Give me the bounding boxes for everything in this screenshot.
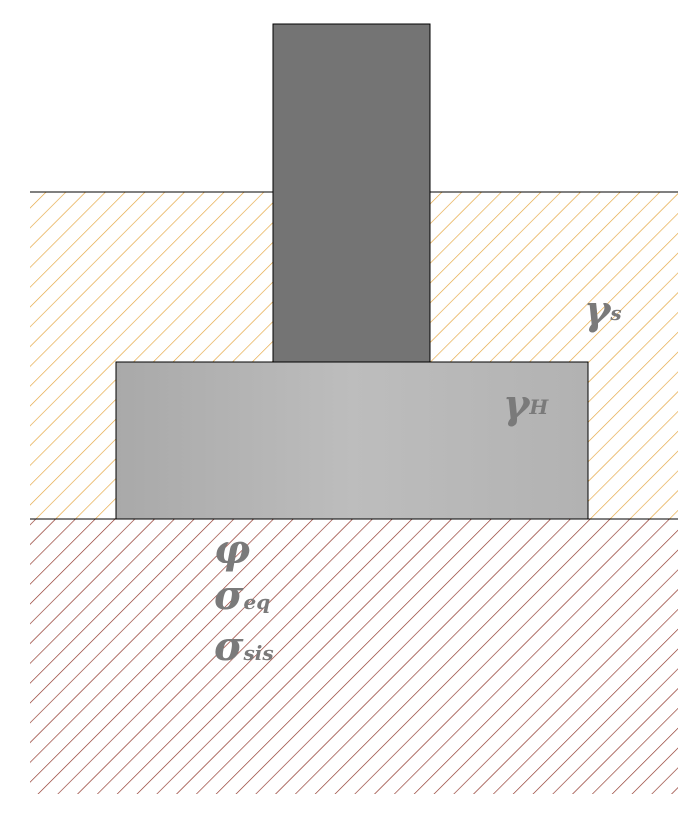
column — [272, 23, 431, 363]
phi-label: φ — [214, 526, 250, 573]
lower-soil-layer — [30, 519, 678, 794]
sigma-eq-label: σeq — [214, 572, 270, 619]
sigma-sis-label: σsis — [214, 623, 274, 670]
gamma-s-label: γs — [584, 287, 622, 334]
gamma-h-label: γH — [503, 381, 549, 428]
footing — [115, 361, 589, 520]
